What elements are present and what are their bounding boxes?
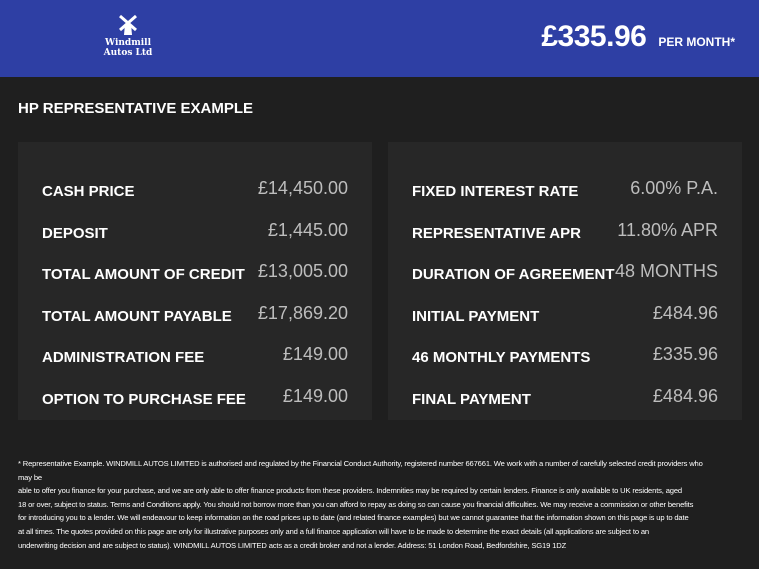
disclaimer-line: 18 or over, subject to status. Terms and… [18,499,694,509]
finance-label: INITIAL PAYMENT [412,307,540,325]
finance-row: FIXED INTEREST RATE 6.00% P.A. [412,168,718,210]
finance-row: 46 MONTHLY PAYMENTS £335.96 [412,334,718,376]
disclaimer-line: underwriting decision and are subject to… [18,540,567,550]
finance-value: 48 MONTHS [614,261,718,282]
finance-value: £484.96 [652,385,718,406]
disclaimer-line: at all times. The quotes provided on thi… [18,526,649,536]
finance-label: FIXED INTEREST RATE [412,183,579,201]
finance-label: DURATION OF AGREEMENT [412,266,615,284]
finance-row: DEPOSIT £1,445.00 [42,210,348,252]
finance-row: CASH PRICE £14,450.00 [42,168,348,210]
price-amount: £335.96 [541,20,647,53]
windmill-icon [119,14,137,35]
finance-label: OPTION TO PURCHASE FEE [42,390,246,408]
finance-label: REPRESENTATIVE APR [412,224,581,242]
finance-value: £149.00 [282,344,348,365]
disclaimer-line: able to offer you finance for your purch… [18,486,683,496]
finance-row: DURATION OF AGREEMENT 48 MONTHS [412,251,718,293]
header: Windmill Autos Ltd £335.96 PER MONTH* [0,0,759,77]
finance-label: 46 MONTHLY PAYMENTS [412,349,591,367]
finance-label: TOTAL AMOUNT PAYABLE [42,307,232,325]
disclaimer-line: * Representative Example. WINDMILL AUTOS… [18,459,703,482]
finance-value: £335.96 [652,344,718,365]
finance-value: £14,450.00 [257,178,348,199]
logo[interactable]: Windmill Autos Ltd [96,14,160,58]
finance-value: 11.80% APR [617,219,718,240]
finance-row: OPTION TO PURCHASE FEE £149.00 [42,376,348,418]
finance-label: TOTAL AMOUNT OF CREDIT [42,266,245,284]
finance-row: INITIAL PAYMENT £484.96 [412,293,718,335]
finance-value: £13,005.00 [257,261,348,282]
finance-row: REPRESENTATIVE APR 11.80% APR [412,210,718,252]
per-month-label: PER MONTH* [658,35,735,49]
logo-text: Windmill Autos Ltd [103,38,153,58]
finance-value: £149.00 [282,385,348,406]
finance-label: DEPOSIT [42,224,108,242]
finance-value: £17,869.20 [257,302,348,323]
finance-label: FINAL PAYMENT [412,390,531,408]
finance-value: 6.00% P.A. [630,178,718,199]
finance-row: TOTAL AMOUNT PAYABLE £17,869.20 [42,293,348,335]
finance-panel-left: CASH PRICE £14,450.00 DEPOSIT £1,445.00 TOTA… [18,142,372,420]
finance-value: £1,445.00 [267,219,348,240]
finance-panel-right: FIXED INTEREST RATE 6.00% P.A. REPRESENTAT… [388,142,742,420]
disclaimer-line: for introducing you to a lender. We will… [18,513,689,523]
disclaimer: * Representative Example. WINDMILL AUTOS… [18,457,718,552]
finance-row: TOTAL AMOUNT OF CREDIT £13,005.00 [42,251,348,293]
page-title: HP REPRESENTATIVE EXAMPLE [18,100,254,117]
monthly-price: £335.96 PER MONTH* [541,20,735,54]
finance-row: FINAL PAYMENT £484.96 [412,376,718,418]
finance-label: ADMINISTRATION FEE [42,349,205,367]
finance-value: £484.96 [652,302,718,323]
finance-row: ADMINISTRATION FEE £149.00 [42,334,348,376]
finance-label: CASH PRICE [42,183,135,201]
